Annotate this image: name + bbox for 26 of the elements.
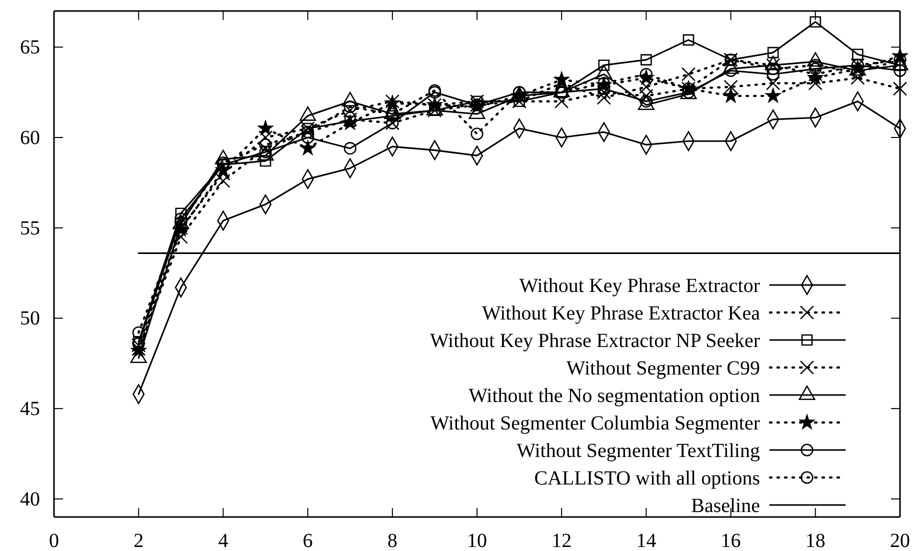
y-tick-label: 65 (20, 36, 40, 59)
y-tick-label: 45 (20, 398, 40, 420)
y-tick-label: 55 (20, 217, 40, 240)
legend-label: Without Key Phrase Extractor NP Seeker (430, 330, 760, 352)
legend-label: Without Key Phrase Extractor (519, 275, 760, 297)
legend-label: Without Segmenter Columbia Segmenter (430, 412, 760, 434)
x-tick-label: 6 (302, 530, 313, 551)
x-tick-label: 16 (720, 530, 741, 551)
x-tick-label: 10 (467, 530, 487, 551)
legend-label: Baseline (691, 495, 760, 517)
x-tick-label: 4 (218, 530, 228, 551)
x-tick-label: 8 (387, 530, 398, 551)
legend-label: Without the No segmentation option (468, 385, 760, 407)
x-tick-label: 18 (805, 530, 826, 551)
x-tick-label: 2 (134, 530, 144, 551)
x-tick-label: 12 (552, 530, 572, 551)
legend-label: Without Key Phrase Extractor Kea (482, 302, 760, 324)
legend-label: CALLISTO with all options (534, 468, 760, 490)
x-tick-label: 20 (890, 530, 910, 551)
y-tick-label: 40 (20, 488, 40, 510)
x-tick-label: 14 (636, 530, 656, 551)
y-tick-label: 50 (20, 308, 40, 330)
legend-label: Without Segmenter TextTiling (516, 440, 760, 462)
y-tick-label: 60 (20, 126, 40, 149)
x-tick-label: 0 (49, 530, 59, 551)
legend-label: Without Segmenter C99 (566, 358, 760, 380)
